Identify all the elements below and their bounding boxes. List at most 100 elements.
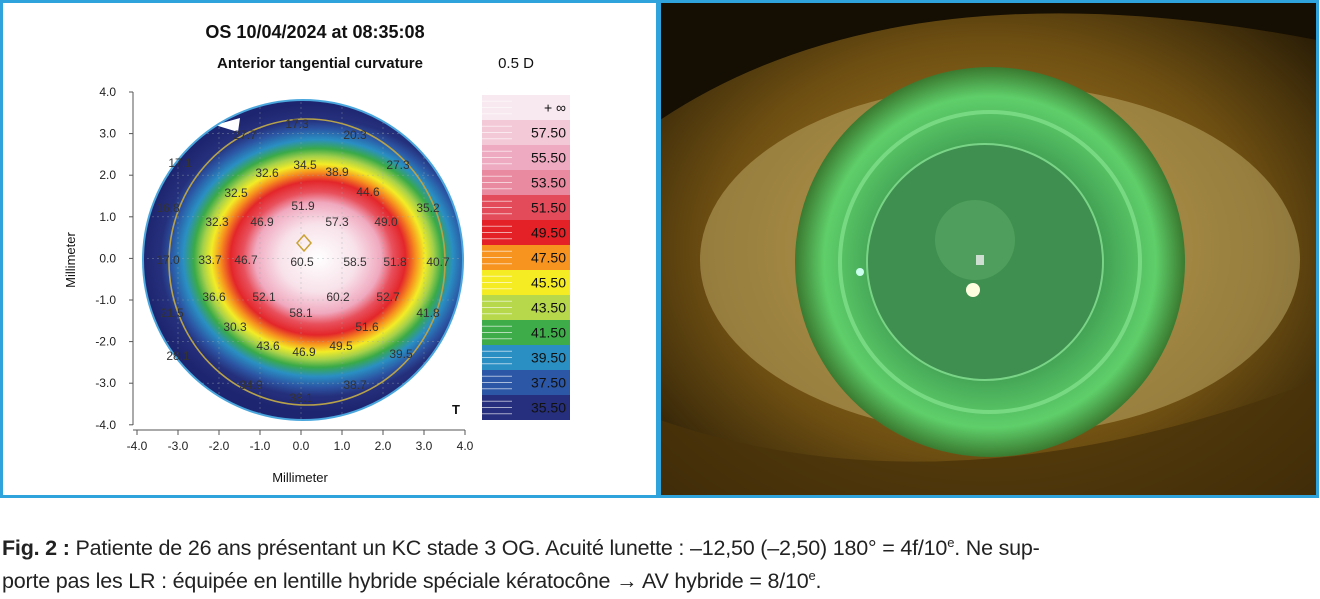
y-tick-label: -2.0 [95,335,116,349]
map-value: 33.7 [198,253,222,267]
map-value: 32.5 [224,186,248,200]
map-value: 32.3 [205,215,229,229]
x-axis-label: Millimeter [272,470,328,485]
temporal-label: T [452,402,460,417]
x-tick-label: -3.0 [168,439,189,453]
photo-border [658,0,1319,498]
map-value: 41.8 [416,306,440,320]
y-tick-label: -1.0 [95,293,116,307]
map-value: 35.2 [416,201,440,215]
y-tick-label: 0.0 [99,251,116,265]
scale-label-box [514,97,568,118]
map-value: 60.2 [326,290,350,304]
y-tick-label: 2.0 [99,168,116,182]
map-value: 46.9 [250,215,274,229]
scale-label-box [514,172,568,193]
scale-label: 39.50 [531,350,566,366]
apex-marker [296,233,312,253]
scale-label: 41.50 [531,325,566,341]
map-value: 21.5 [160,306,184,320]
map-value: 51.9 [291,199,315,213]
caption-sup: e [947,535,955,550]
map-value: 49.0 [374,215,398,229]
map-value: 46.7 [234,253,258,267]
scale-label-box [514,147,568,168]
scale-label-box [514,197,568,218]
scale-label: 35.50 [531,400,566,416]
map-value: 39.5 [389,347,413,361]
y-tick-label: -3.0 [95,376,116,390]
scale-label: 49.50 [531,225,566,241]
map-value: 38.7 [343,378,367,392]
scale-label: 43.50 [531,300,566,316]
scale-label-box [514,247,568,268]
scale-label-box [514,397,568,418]
caption-text: porte pas les LR : équipée en lentille h… [2,569,809,594]
scale-label: 45.50 [531,275,566,291]
map-value: 57.3 [325,215,349,229]
y-axis-label: Millimeter [63,232,78,288]
map-value: 46.9 [292,345,316,359]
map-value: 60.5 [290,255,314,269]
scale-label-box [514,372,568,393]
map-value: 27.7 [233,128,257,142]
scale-label-box [514,322,568,343]
scale-label-box [514,297,568,318]
caption-text: . Ne sup- [954,536,1040,561]
caption-line: Fig. 2 : Patiente de 26 ans présentant u… [2,535,1040,561]
pupil-ellipse [168,118,446,406]
x-tick-label: -4.0 [127,439,148,453]
map-value: 17.0 [156,253,180,267]
caption-text: Patiente de 26 ans présentant un KC stad… [75,536,948,561]
map-value: 52.7 [376,290,400,304]
map-value: 36.6 [202,290,226,304]
map-step: 0.5 D [498,55,534,72]
nasal-label: N [142,402,151,417]
map-value: 58.1 [289,306,313,320]
map-value: 44.6 [356,185,380,199]
figure: OS 10/04/2024 at 08:35:08 Anterior tange… [0,0,1319,498]
scale-label: 53.50 [531,175,566,191]
map-value: 34.9 [239,378,263,392]
map-subtitle: Anterior tangential curvature [217,55,423,72]
scale-label-box [514,122,568,143]
map-value: 20.3 [343,128,367,142]
caption-label: Fig. 2 : [2,536,70,561]
map-value: 38.9 [325,165,349,179]
x-tick-label: -1.0 [250,439,271,453]
x-tick-label: 3.0 [416,439,433,453]
y-tick-label: 3.0 [99,127,116,141]
map-value: 27.3 [386,158,410,172]
x-tick-label: -2.0 [209,439,230,453]
eye-photo [660,2,1317,497]
map-value: 30.3 [223,320,247,334]
map-value: 40.7 [426,255,450,269]
map-outline [142,99,464,421]
scale-label-box [514,347,568,368]
map-value: 43.6 [256,339,280,353]
map-value: 16.8 [156,201,180,215]
scale-label: + ∞ [544,100,566,116]
map-value: 51.6 [355,320,379,334]
caption-sup: e [808,568,816,583]
map-value: 51.8 [383,255,407,269]
map-title: OS 10/04/2024 at 08:35:08 [205,22,424,42]
map-value: 52.1 [252,290,276,304]
y-tick-label: 1.0 [99,210,116,224]
map-value: 38.1 [289,391,313,405]
x-tick-label: 2.0 [375,439,392,453]
map-value: 28.1 [166,349,190,363]
map-value: 17.1 [168,156,192,170]
scale-label: 37.50 [531,375,566,391]
map-value: 58.5 [343,255,367,269]
scale-label-box [514,272,568,293]
map-value: 32.6 [255,166,279,180]
map-value: 17.3 [285,117,309,131]
scale-label: 55.50 [531,150,566,166]
scale-label: 51.50 [531,200,566,216]
map-value: 49.5 [329,339,353,353]
y-tick-label: 4.0 [99,85,116,99]
topography-map [143,100,463,420]
map-value: 34.5 [293,158,317,172]
